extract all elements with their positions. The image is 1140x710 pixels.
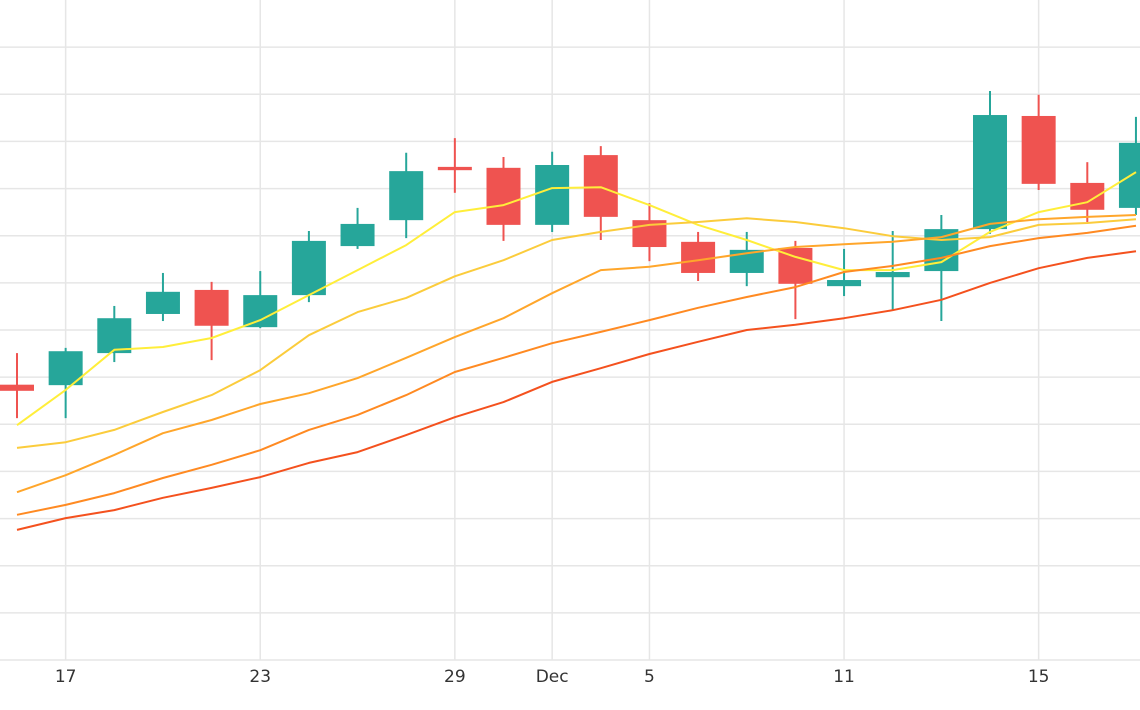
candle-body <box>535 165 570 225</box>
x-tick-label: 17 <box>55 667 77 687</box>
moving-average-line <box>16 250 1137 531</box>
moving-average-line <box>16 171 1137 427</box>
candle-body <box>875 272 910 278</box>
moving-average-line <box>16 217 1137 449</box>
x-tick-label: 29 <box>444 667 466 687</box>
moving-average-line <box>16 214 1137 494</box>
candle-body <box>340 223 375 247</box>
candle-body <box>1021 115 1056 184</box>
candle-body <box>0 384 34 391</box>
candle-body <box>97 318 132 354</box>
candle-body <box>243 295 278 328</box>
candle-body <box>145 291 180 314</box>
candle-body <box>1070 182 1105 210</box>
x-tick-label: 11 <box>833 667 855 687</box>
candle-body <box>389 171 424 221</box>
moving-average-line <box>16 224 1137 516</box>
x-tick-label: 23 <box>249 667 271 687</box>
x-tick-label: Dec <box>536 667 569 687</box>
candle-body <box>437 166 472 171</box>
candle-body <box>291 240 326 296</box>
candle-body <box>583 155 618 217</box>
candle-body <box>729 249 764 273</box>
x-tick-label: 15 <box>1028 667 1050 687</box>
candle-body <box>973 115 1007 230</box>
candle-body <box>486 167 521 225</box>
candle-body <box>827 280 862 287</box>
x-tick-label: 5 <box>644 667 655 687</box>
candle-body <box>681 241 716 273</box>
candle-body <box>194 289 229 326</box>
